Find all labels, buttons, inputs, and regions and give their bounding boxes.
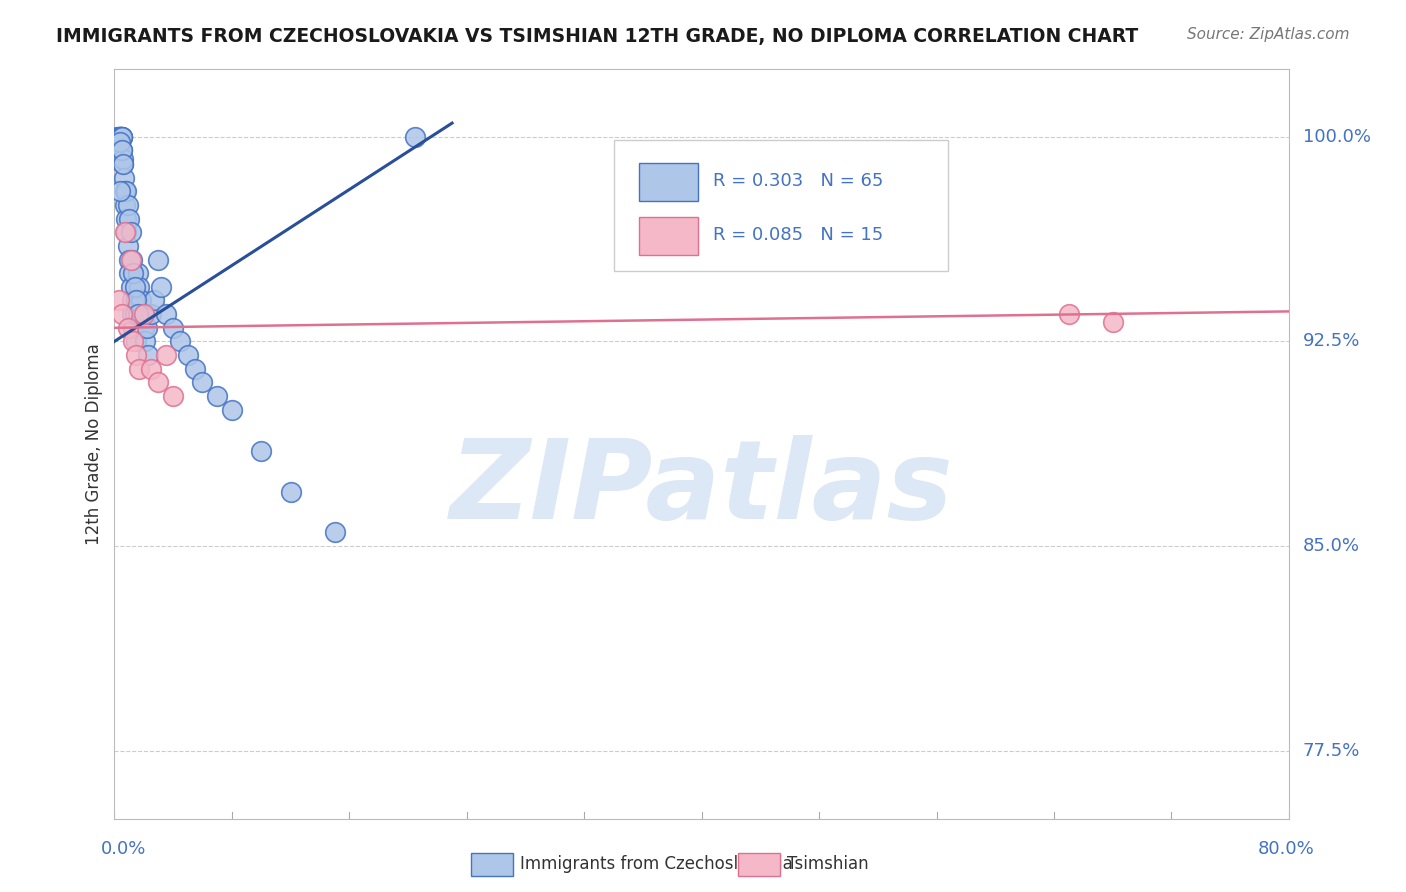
Point (250, 443, 273, 458)
Text: Source: ZipAtlas.com: Source: ZipAtlas.com (1187, 27, 1350, 42)
Point (120, 252, 142, 267)
Point (117, 239, 139, 253)
Point (112, 157, 135, 171)
Point (108, 129, 131, 144)
Y-axis label: 12th Grade, No Diploma: 12th Grade, No Diploma (86, 343, 103, 545)
Text: 85.0%: 85.0% (1303, 537, 1360, 555)
Point (120, 280, 142, 294)
Text: Immigrants from Czechoslovakia: Immigrants from Czechoslovakia (520, 855, 793, 873)
Point (114, 184, 136, 198)
Point (148, 376, 170, 390)
Point (108, 129, 131, 144)
Point (125, 334, 148, 349)
Point (124, 280, 146, 294)
Point (110, 129, 132, 144)
Point (280, 484, 302, 499)
Point (128, 361, 150, 376)
Point (111, 144, 134, 158)
Point (125, 348, 148, 362)
Point (112, 157, 135, 171)
Point (112, 170, 135, 185)
Point (155, 307, 177, 321)
Point (115, 225, 138, 239)
Point (112, 152, 135, 166)
Point (122, 334, 145, 349)
Point (117, 198, 139, 212)
Point (121, 293, 143, 308)
Point (169, 334, 191, 349)
Point (143, 293, 166, 308)
Point (120, 225, 142, 239)
Text: R = 0.085   N = 15: R = 0.085 N = 15 (713, 227, 883, 244)
Point (404, 129, 426, 144)
Point (114, 198, 136, 212)
Point (118, 211, 141, 226)
Point (131, 307, 153, 321)
Text: ZIPatlas: ZIPatlas (450, 435, 953, 542)
Point (162, 320, 184, 334)
Point (139, 361, 162, 376)
Point (134, 334, 156, 349)
Point (122, 266, 145, 280)
Point (118, 252, 141, 267)
Point (191, 376, 214, 390)
Point (122, 320, 145, 334)
Point (117, 320, 139, 334)
FancyBboxPatch shape (640, 163, 699, 201)
Point (108, 129, 131, 144)
Point (162, 389, 184, 403)
Point (155, 348, 177, 362)
Text: IMMIGRANTS FROM CZECHOSLOVAKIA VS TSIMSHIAN 12TH GRADE, NO DIPLOMA CORRELATION C: IMMIGRANTS FROM CZECHOSLOVAKIA VS TSIMSH… (56, 27, 1139, 45)
Text: Tsimshian: Tsimshian (787, 855, 869, 873)
Point (1101, 315, 1123, 329)
Point (111, 129, 134, 144)
Point (139, 307, 162, 321)
Point (1057, 307, 1080, 321)
Point (127, 307, 149, 321)
Point (110, 129, 132, 144)
Text: 80.0%: 80.0% (1258, 840, 1315, 858)
Point (184, 361, 207, 376)
Point (150, 280, 173, 294)
Point (127, 266, 149, 280)
Point (132, 320, 155, 334)
FancyBboxPatch shape (613, 140, 948, 271)
Point (125, 293, 148, 308)
Point (115, 184, 138, 198)
Point (111, 129, 134, 144)
Text: 100.0%: 100.0% (1303, 128, 1371, 145)
Point (110, 135, 132, 149)
Text: 92.5%: 92.5% (1303, 333, 1360, 351)
Point (221, 402, 243, 417)
FancyBboxPatch shape (640, 217, 699, 254)
Point (132, 307, 155, 321)
Point (136, 348, 159, 362)
Point (323, 525, 346, 540)
Point (111, 129, 134, 144)
Point (148, 252, 170, 267)
Point (128, 280, 150, 294)
Point (105, 129, 128, 144)
Text: R = 0.303   N = 65: R = 0.303 N = 65 (713, 172, 884, 190)
Point (135, 320, 157, 334)
Point (108, 184, 131, 198)
Point (115, 211, 138, 226)
Text: 0.0%: 0.0% (101, 840, 146, 858)
Point (110, 129, 132, 144)
Point (121, 252, 143, 267)
Point (121, 307, 143, 321)
Point (125, 293, 148, 308)
Point (124, 307, 146, 321)
Point (108, 293, 131, 308)
Point (118, 266, 141, 280)
Point (111, 144, 134, 158)
Point (205, 389, 228, 403)
Point (114, 225, 136, 239)
Point (177, 348, 200, 362)
Point (111, 307, 134, 321)
Text: 77.5%: 77.5% (1303, 742, 1360, 760)
Point (129, 293, 152, 308)
